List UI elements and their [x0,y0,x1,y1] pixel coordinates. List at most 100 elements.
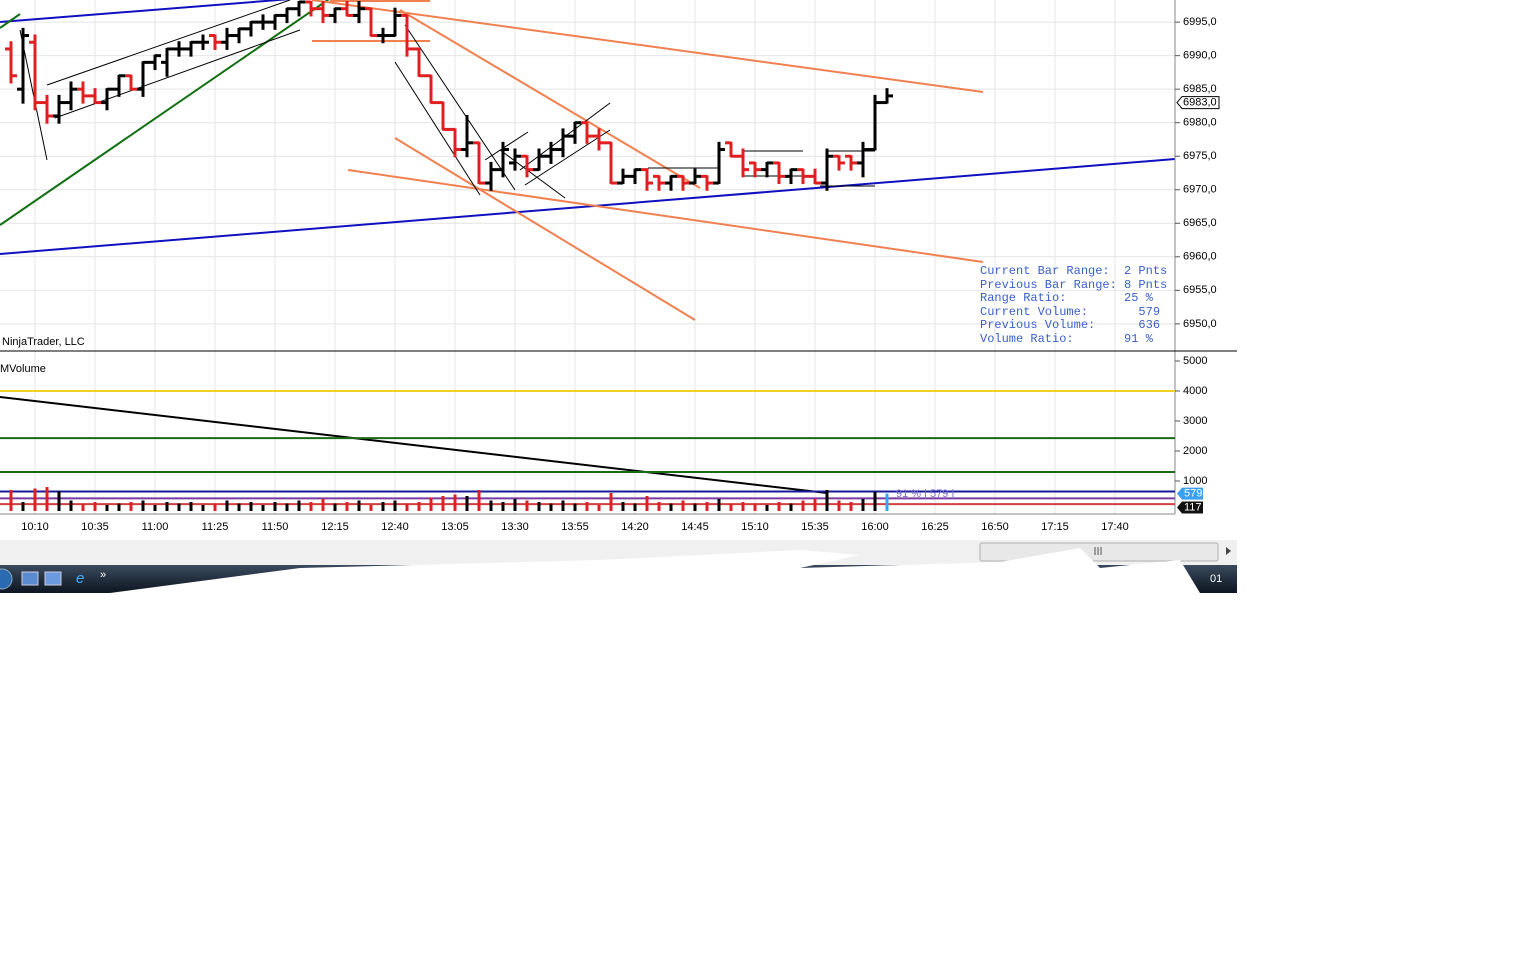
info-row: Volume Ratio: 91 % [980,331,1153,346]
chart-window: NinjaTrader, LLC MVolume e » 01 10:10 10:… [0,0,1237,593]
volume-bar [33,488,37,511]
volume-bar [213,503,217,511]
volume-bar [561,500,565,511]
taskbar-icon[interactable] [21,571,39,586]
x-tick-label: 11:50 [262,521,289,533]
volume-bar [393,500,397,511]
volume-bar [225,500,229,511]
volume-bar [885,493,889,511]
volume-bar [93,502,97,511]
volume-bar [513,499,517,511]
volume-bar [525,500,529,511]
volume-bar [477,490,481,511]
volume-bar [693,503,697,511]
volume-bar [837,500,841,511]
y-tick-label: 2000 [1183,445,1207,457]
volume-bar [369,505,373,511]
volume-bar [801,500,805,511]
y-tick-label: 6950,0 [1183,318,1217,330]
volume-bar [765,505,769,511]
volume-bar [585,502,589,511]
price-marker-label: 6983,0 [1183,96,1217,108]
taskbar-icon[interactable] [44,571,62,586]
redaction [110,548,1200,593]
volume-bar [405,503,409,511]
volume-marker [1177,501,1203,514]
volume-bar [273,502,277,511]
volume-bar [861,499,865,511]
x-tick-label: 10:35 [81,521,109,533]
chart-background [0,0,1237,540]
volume-bar [777,502,781,511]
volume-bar [201,505,205,511]
volume-bar [657,502,661,511]
volume-bar [537,502,541,511]
volume-bar [549,503,553,511]
volume-bar [453,494,457,511]
x-tick-label: 15:35 [801,521,829,533]
volume-bar [645,496,649,511]
y-tick-label: 6955,0 [1183,284,1217,296]
volume-bar [465,496,469,511]
volume-bar [309,502,313,511]
volume-bar [57,491,61,511]
y-tick-label: 6975,0 [1183,150,1217,162]
y-tick-label: 6990,0 [1183,50,1217,62]
x-tick-label: 16:50 [981,521,1009,533]
volume-bar [597,505,601,511]
taskbar-overflow[interactable]: » [100,569,106,581]
x-tick-label: 11:00 [142,521,169,533]
volume-bar [177,503,181,511]
scrollbar-thumb[interactable] [979,542,1219,562]
info-row: Current Volume: 579 [980,304,1161,319]
y-tick-label: 6960,0 [1183,251,1217,263]
y-tick-label: 5000 [1183,355,1207,367]
y-tick-label: 4000 [1183,385,1207,397]
volume-bar [573,503,577,511]
x-tick-label: 12:15 [321,521,349,533]
volume-marker [1177,487,1203,500]
volume-bar [789,503,793,511]
y-tick-label: 6965,0 [1183,217,1217,229]
volume-bar [285,503,289,511]
volume-bar [381,502,385,511]
volume-bar [141,500,145,511]
x-tick-label: 17:15 [1041,521,1069,533]
info-row: Previous Volume: 636 [980,318,1161,333]
scroll-right[interactable] [1226,547,1231,555]
volume-bar [153,505,157,511]
x-tick-label: 14:45 [681,521,709,533]
volume-bar [81,503,85,511]
volume-bar [873,491,877,511]
volume-levels [0,390,1175,506]
volume-bar [633,503,637,511]
x-tick-label: 13:30 [501,521,529,533]
info-row: Previous Bar Range: 8 Pnts [980,277,1168,292]
y-tick-label: 1000 [1183,475,1207,487]
volume-bar [249,502,253,511]
x-tick-label: 17:40 [1101,521,1129,533]
volume-bar [441,496,445,511]
x-tick-label: 16:25 [921,521,949,533]
indicator-title: MVolume [0,363,46,375]
volume-bar [321,499,325,511]
start-button[interactable] [0,568,13,590]
info-row: Current Bar Range: 2 Pnts [980,264,1168,278]
volume-marker-label: 117 [1184,501,1202,513]
volume-bar [489,500,493,511]
volume-bar [129,502,133,511]
y-tick-label: 6995,0 [1183,16,1217,28]
y-tick-label: 6980,0 [1183,117,1217,129]
info-panel: Current Bar Range: 2 Pnts Previous Bar Ra… [980,264,1168,347]
x-tick-label: 16:00 [861,521,889,533]
volume-bar [501,502,505,511]
volume-bar [729,503,733,511]
taskbar-icon[interactable]: e [76,570,84,587]
x-tick-label: 11:25 [202,521,229,533]
volume-bar [825,490,829,511]
volume-bar [21,502,25,511]
volume-trendline [0,396,828,494]
volume-bar [237,503,241,511]
volume-bar [345,502,349,511]
